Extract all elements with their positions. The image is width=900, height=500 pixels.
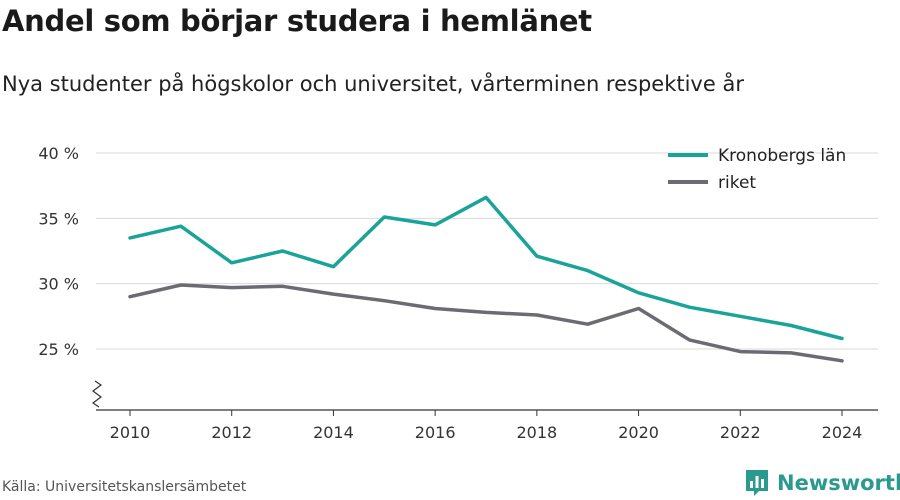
x-tick-label: 2018 [516, 423, 557, 442]
bar-chart-logo-icon [746, 470, 768, 496]
x-tick-label: 2016 [415, 423, 456, 442]
brand-logo: Newsworthy [745, 468, 900, 498]
y-tick-label: 25 % [38, 340, 79, 359]
axis-break-marker [91, 380, 103, 408]
x-tick-label: 2014 [313, 423, 354, 442]
y-tick-label: 30 % [38, 275, 79, 294]
legend-label: riket [718, 173, 756, 193]
x-tick-label: 2022 [720, 423, 761, 442]
legend-label: Kronobergs län [718, 146, 846, 166]
x-tick-label: 2010 [110, 423, 151, 442]
brand-name: Newsworthy [777, 471, 900, 495]
x-tick-label: 2012 [211, 423, 252, 442]
series-line-kronobergs-län [128, 195, 844, 341]
series-line-riket [128, 283, 844, 363]
y-tick-label: 35 % [38, 209, 79, 228]
chart-title: Andel som börjar studera i hemlänet [2, 4, 592, 38]
chart-subtitle: Nya studenter på högskolor och universit… [2, 72, 744, 96]
source-note: Källa: Universitetskanslersämbetet [2, 479, 247, 495]
x-tick-label: 2020 [618, 423, 659, 442]
x-tick-label: 2024 [822, 423, 863, 442]
y-tick-label: 40 % [38, 144, 79, 163]
